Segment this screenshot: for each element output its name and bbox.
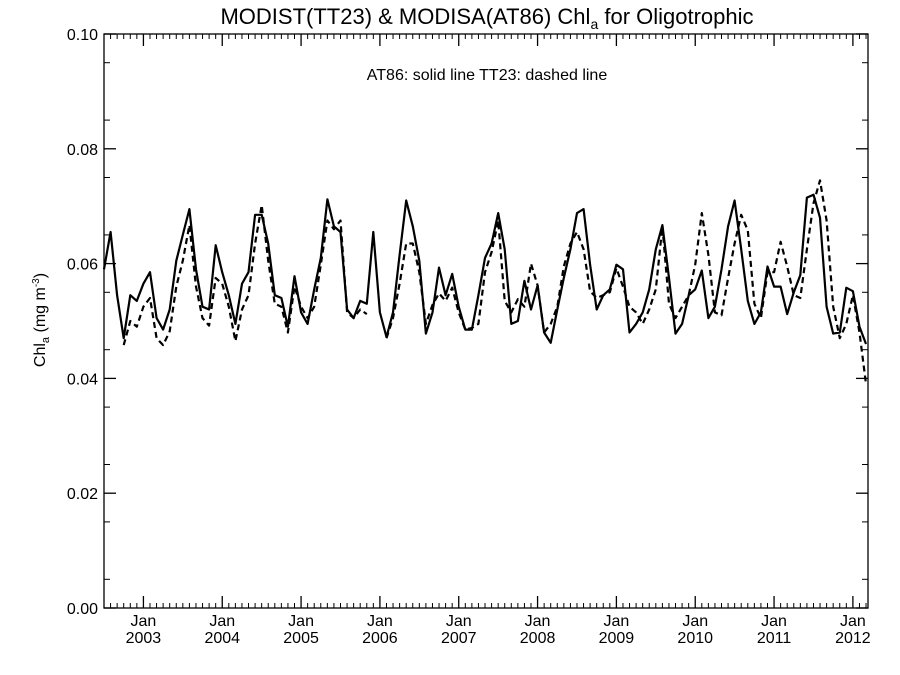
y-tick-label: 0.02	[67, 486, 98, 503]
y-axis-label-exponent: -3	[31, 278, 42, 287]
x-tick-label-month: Jan	[446, 613, 472, 630]
x-tick-label-year: 2010	[677, 630, 713, 647]
x-tick-label-year: 2008	[520, 630, 556, 647]
x-tick-label-month: Jan	[288, 613, 314, 630]
y-tick-label: 0.00	[67, 601, 98, 618]
y-tick-label: 0.06	[67, 257, 98, 274]
x-tick-label-month: Jan	[840, 613, 866, 630]
chart-title-main: MODIST(TT23) & MODISA(AT86) Chl	[220, 4, 590, 29]
axes: 0.000.020.040.060.080.10Jan2003Jan2004Ja…	[67, 27, 871, 647]
chart-title-tail: for Oligotrophic	[598, 4, 753, 29]
y-tick-label: 0.08	[67, 142, 98, 159]
plot-frame	[103, 33, 869, 609]
x-tick-label-month: Jan	[604, 613, 630, 630]
annotation-text: AT86: solid line TT23: dashed line	[367, 67, 608, 84]
y-axis-label-close: )	[32, 273, 49, 278]
series-layer	[102, 179, 868, 385]
y-tick-label: 0.10	[67, 27, 98, 44]
x-tick-label-year: 2012	[835, 630, 871, 647]
x-tick-label-year: 2007	[441, 630, 477, 647]
chart-title: MODIST(TT23) & MODISA(AT86) Chla for Oli…	[220, 4, 753, 32]
x-tick-label-year: 2011	[757, 630, 792, 647]
y-axis-label-subscript: a	[40, 336, 52, 343]
chart-title-subscript: a	[590, 16, 598, 32]
series-line-tt23	[122, 204, 368, 347]
x-tick-label-month: Jan	[525, 613, 551, 630]
x-tick-label-month: Jan	[209, 613, 235, 630]
x-tick-label-month: Jan	[761, 613, 787, 630]
x-tick-label-year: 2003	[126, 630, 162, 647]
y-axis-label: Chla (mg m-3)	[31, 273, 52, 367]
x-tick-label-year: 2005	[283, 630, 319, 647]
series-line-tt23	[385, 179, 868, 385]
x-tick-label-year: 2009	[599, 630, 635, 647]
x-tick-label-year: 2006	[362, 630, 398, 647]
x-tick-label-month: Jan	[131, 613, 157, 630]
y-axis-label-units: (mg m	[32, 287, 49, 337]
y-tick-label: 0.04	[67, 371, 98, 388]
x-tick-label-year: 2004	[204, 630, 240, 647]
series-line-at86	[102, 193, 868, 345]
x-tick-label-month: Jan	[682, 613, 708, 630]
x-tick-label-month: Jan	[367, 613, 393, 630]
y-axis-label-main: Chl	[32, 343, 49, 367]
